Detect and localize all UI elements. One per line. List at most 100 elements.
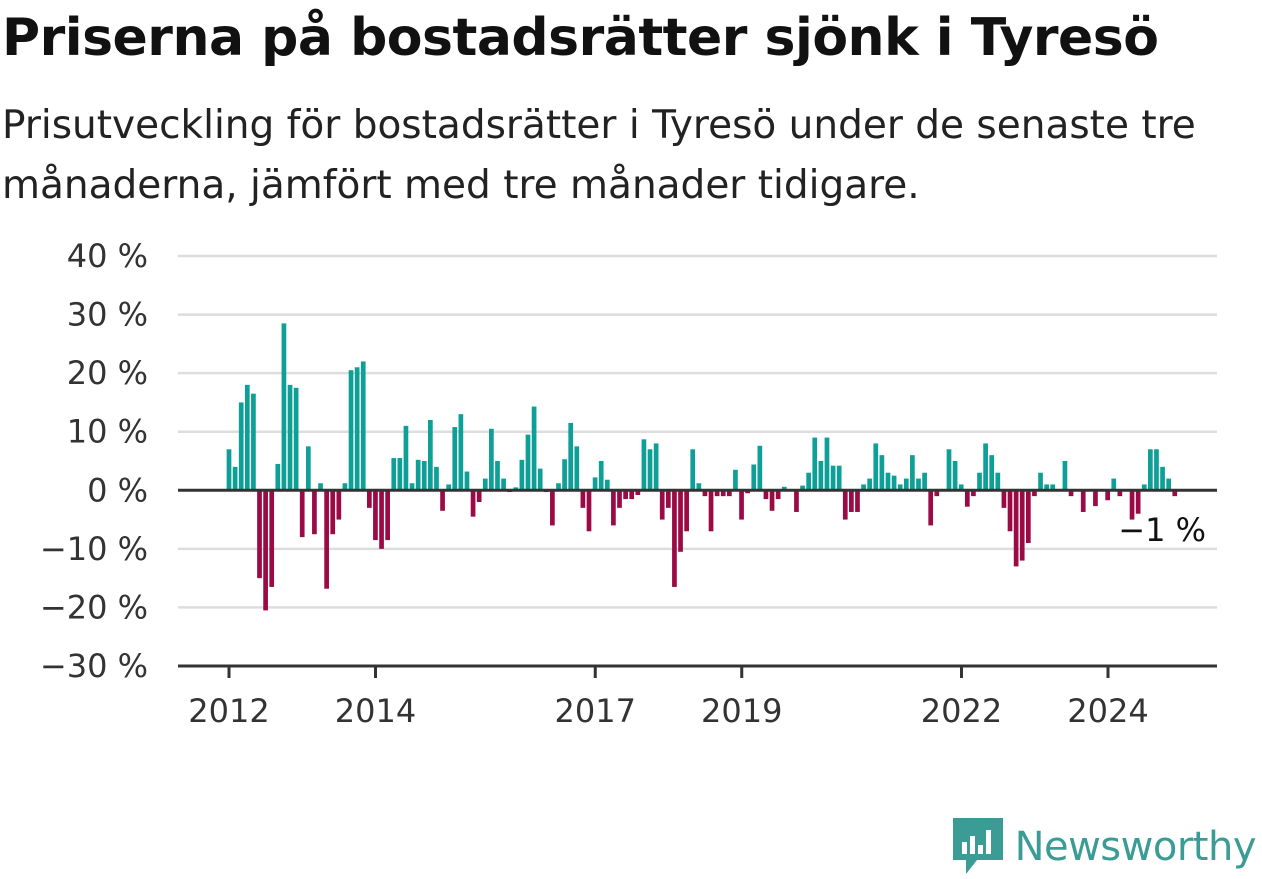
bar — [458, 414, 464, 491]
bar — [781, 486, 787, 491]
bar — [964, 490, 970, 507]
bar — [440, 490, 445, 511]
bar — [696, 483, 702, 491]
bar — [910, 455, 915, 491]
bar — [903, 478, 909, 491]
bar — [659, 490, 665, 520]
bar — [1007, 490, 1013, 532]
bar — [403, 425, 409, 491]
bar — [1141, 484, 1147, 491]
bar — [476, 490, 482, 502]
y-tick-label: 10 % — [67, 413, 148, 451]
x-tick-label: 2019 — [701, 692, 782, 730]
bar — [720, 490, 726, 497]
bar — [531, 406, 537, 491]
bar — [763, 490, 769, 500]
bar — [226, 449, 232, 491]
bar — [641, 439, 647, 491]
bar — [342, 483, 348, 491]
bar — [690, 449, 696, 491]
y-tick-label: 40 % — [67, 237, 148, 275]
bar — [916, 478, 921, 491]
bar — [586, 490, 592, 532]
bar — [1148, 449, 1153, 491]
bar — [989, 455, 995, 491]
bar — [995, 472, 1001, 491]
chart-subtitle: Prisutveckling för bostadsrätter i Tyres… — [2, 103, 1196, 208]
bar — [812, 437, 818, 491]
bar — [574, 446, 580, 491]
bar — [824, 437, 830, 491]
bar — [257, 490, 262, 579]
bar — [1135, 490, 1141, 514]
bar — [519, 459, 525, 491]
bar — [428, 420, 433, 491]
bar — [397, 458, 403, 491]
bar — [391, 458, 397, 491]
bar — [775, 490, 781, 500]
bar — [1068, 490, 1074, 497]
bar — [971, 490, 976, 497]
bar — [830, 465, 836, 491]
bar — [470, 490, 476, 517]
bar — [1038, 472, 1043, 491]
bar — [495, 461, 500, 491]
bar — [360, 361, 366, 491]
bar — [293, 387, 299, 491]
bar — [537, 468, 543, 491]
brand-name: Newsworthy — [1014, 824, 1257, 870]
bar — [1154, 449, 1159, 491]
bar-chart: −30 % −20 % −10 % 0 % 10 % 20 % 30 % 40 % 2012 2… — [40, 237, 1217, 730]
bar — [794, 490, 799, 512]
y-tick-label: 30 % — [67, 296, 148, 334]
bar — [330, 490, 336, 535]
bar — [415, 459, 421, 491]
bar — [635, 490, 641, 495]
bar — [708, 490, 714, 532]
bar — [446, 484, 452, 491]
bar — [305, 446, 311, 491]
bar — [653, 443, 659, 491]
bar — [1025, 490, 1031, 543]
bar — [867, 478, 873, 491]
bar — [836, 465, 842, 491]
last-value-label: −1 % — [1118, 511, 1206, 549]
y-tick-label: −30 % — [40, 647, 148, 685]
bar — [1160, 466, 1165, 491]
bar — [946, 449, 952, 491]
bar — [702, 490, 708, 497]
bar — [891, 475, 897, 491]
bar — [629, 490, 635, 500]
x-tick-label: 2017 — [555, 692, 636, 730]
bar — [1105, 490, 1110, 501]
bar — [1172, 490, 1178, 497]
bar — [1062, 461, 1068, 491]
bar — [1093, 490, 1098, 507]
bar — [562, 459, 567, 491]
bar — [1032, 490, 1037, 497]
bar — [1013, 490, 1019, 567]
bar — [1111, 478, 1117, 491]
bar — [312, 490, 317, 535]
bar — [983, 443, 988, 491]
bar — [1129, 490, 1135, 520]
bar — [281, 323, 287, 491]
bar — [232, 466, 238, 491]
newsworthy-logo: Newsworthy — [952, 818, 1257, 876]
bar — [647, 449, 653, 491]
bar — [1044, 484, 1049, 491]
bar — [592, 477, 598, 491]
bar — [1166, 478, 1172, 491]
bar — [897, 484, 903, 491]
bar — [550, 490, 555, 526]
x-tick-label: 2014 — [335, 692, 416, 730]
bar — [977, 472, 982, 491]
bar — [501, 478, 506, 491]
x-tick-label: 2024 — [1067, 692, 1148, 730]
bar — [623, 490, 628, 500]
bar — [1001, 490, 1007, 508]
bar — [238, 402, 244, 491]
bar — [421, 461, 427, 491]
bar — [842, 490, 848, 520]
bar — [855, 490, 860, 512]
